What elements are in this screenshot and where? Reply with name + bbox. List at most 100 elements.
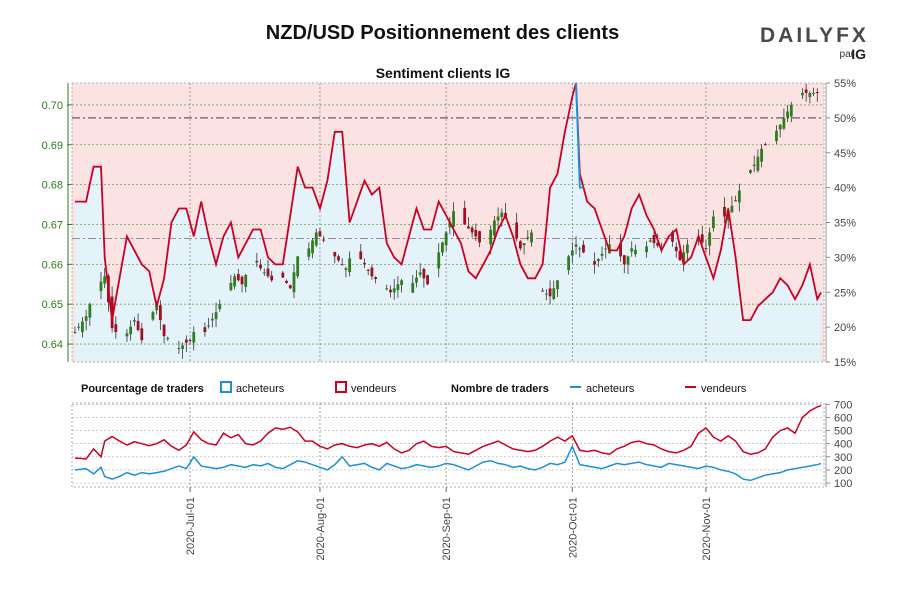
candle-body: [548, 288, 552, 297]
candle-body: [500, 212, 504, 218]
candle-body: [214, 312, 218, 320]
candle-body: [737, 190, 741, 203]
dailyfx-logo: DAILYFX par IG: [760, 24, 870, 64]
candle-body: [389, 289, 392, 293]
candle-body: [804, 89, 808, 93]
pct-tick-label: 40%: [834, 183, 856, 195]
buyers-pct-line: [575, 82, 584, 189]
candle-body: [600, 253, 604, 256]
candle-body: [314, 232, 318, 246]
candle-body: [530, 232, 533, 243]
candle-body: [415, 277, 418, 283]
price-tick-label: 0.68: [42, 180, 63, 192]
price-tick-label: 0.69: [42, 140, 63, 152]
candle-body: [77, 326, 81, 328]
candle-body: [763, 143, 767, 145]
legend-pct-sellers: vendeurs: [351, 383, 397, 395]
plot-frame: [71, 82, 825, 363]
pct-tick-label: 15%: [834, 357, 856, 369]
candle-body: [474, 229, 478, 237]
candle-body: [685, 244, 689, 253]
candle-body: [682, 252, 686, 265]
candle-body: [184, 339, 188, 343]
page-title: NZD/USD Positionnement des clients: [265, 22, 620, 44]
candle-body: [99, 281, 103, 291]
candle-body: [708, 232, 712, 246]
x-tick-label: 2020-Sep-01: [441, 497, 453, 561]
price-tick-label: 0.66: [42, 259, 63, 271]
legend-count-sellers: vendeurs: [701, 383, 747, 395]
brand-ig: IG: [851, 46, 866, 62]
candle-body: [411, 282, 415, 293]
candle-body: [578, 248, 582, 250]
candle-body: [73, 332, 77, 334]
candle-body: [556, 280, 559, 290]
count-tick-label: 300: [834, 452, 852, 464]
candle-body: [582, 244, 585, 253]
candle-body: [374, 277, 378, 279]
candle-body: [567, 256, 571, 271]
candle-body: [700, 234, 704, 243]
candle-body: [88, 304, 92, 318]
candle-body: [177, 348, 181, 350]
candle-body: [236, 273, 240, 281]
candle-body: [84, 316, 88, 321]
candle-body: [544, 293, 548, 295]
candle-body: [734, 200, 738, 202]
candle-body: [518, 241, 522, 249]
candle-body: [437, 252, 441, 269]
candle-body: [348, 258, 352, 273]
candle-body: [574, 244, 578, 247]
candle-body: [593, 261, 597, 265]
candle-body: [363, 262, 366, 265]
candle-body: [240, 276, 244, 285]
candle-body: [656, 242, 660, 246]
x-tick-label: 2020-Jul-01: [185, 497, 197, 555]
legend-count-title: Nombre de traders: [451, 383, 549, 395]
candle-body: [622, 255, 626, 265]
candle-body: [307, 248, 311, 257]
candle-body: [266, 268, 270, 277]
candle-body: [337, 256, 340, 261]
candle-body: [125, 333, 129, 337]
count-tick-label: 500: [834, 426, 852, 438]
legend-pct-sellers-swatch: [335, 381, 347, 393]
candle-body: [749, 170, 752, 173]
candle-body: [619, 243, 622, 257]
candle-body: [674, 246, 678, 252]
candle-body: [114, 324, 118, 333]
pct-tick-label: 35%: [834, 218, 856, 230]
candle-body: [596, 259, 600, 262]
candle-body: [789, 104, 793, 117]
legend: Pourcentage de traders acheteurs vendeur…: [81, 381, 747, 395]
candle-body: [730, 205, 734, 213]
x-axis: 2020-Jul-01 2020-Aug-01 2020-Sep-01 2020-Oc…: [185, 487, 713, 561]
candle-body: [492, 220, 496, 236]
buyers-count-line: [74, 444, 822, 482]
candle-body: [129, 326, 133, 335]
candle-body: [203, 327, 207, 333]
sellers-pct-line: [75, 82, 822, 321]
count-tick-label: 600: [834, 412, 852, 424]
candle-body: [281, 272, 285, 278]
buyers-area: [75, 83, 821, 362]
price-tick-label: 0.67: [42, 219, 63, 231]
candle-body: [448, 221, 452, 228]
candle-body: [370, 267, 374, 277]
candle-body: [132, 320, 136, 322]
candle-body: [444, 232, 448, 246]
candle-body: [778, 124, 782, 130]
pct-tick-label: 30%: [834, 252, 856, 264]
candle-body: [634, 249, 637, 255]
candle-body: [723, 206, 726, 217]
candle-body: [815, 91, 819, 93]
candle-body: [162, 324, 166, 337]
candle-body: [756, 156, 760, 171]
candle-body: [233, 276, 236, 287]
candle-body: [522, 243, 526, 246]
candle-body: [552, 288, 556, 299]
price-panel: 0.64 0.65 0.66 0.67 0.68 0.69 0.70 15% 20% 25% 30%…: [42, 78, 857, 369]
candle-body: [344, 268, 348, 270]
candle-body: [470, 227, 474, 233]
candle-body: [359, 251, 363, 260]
